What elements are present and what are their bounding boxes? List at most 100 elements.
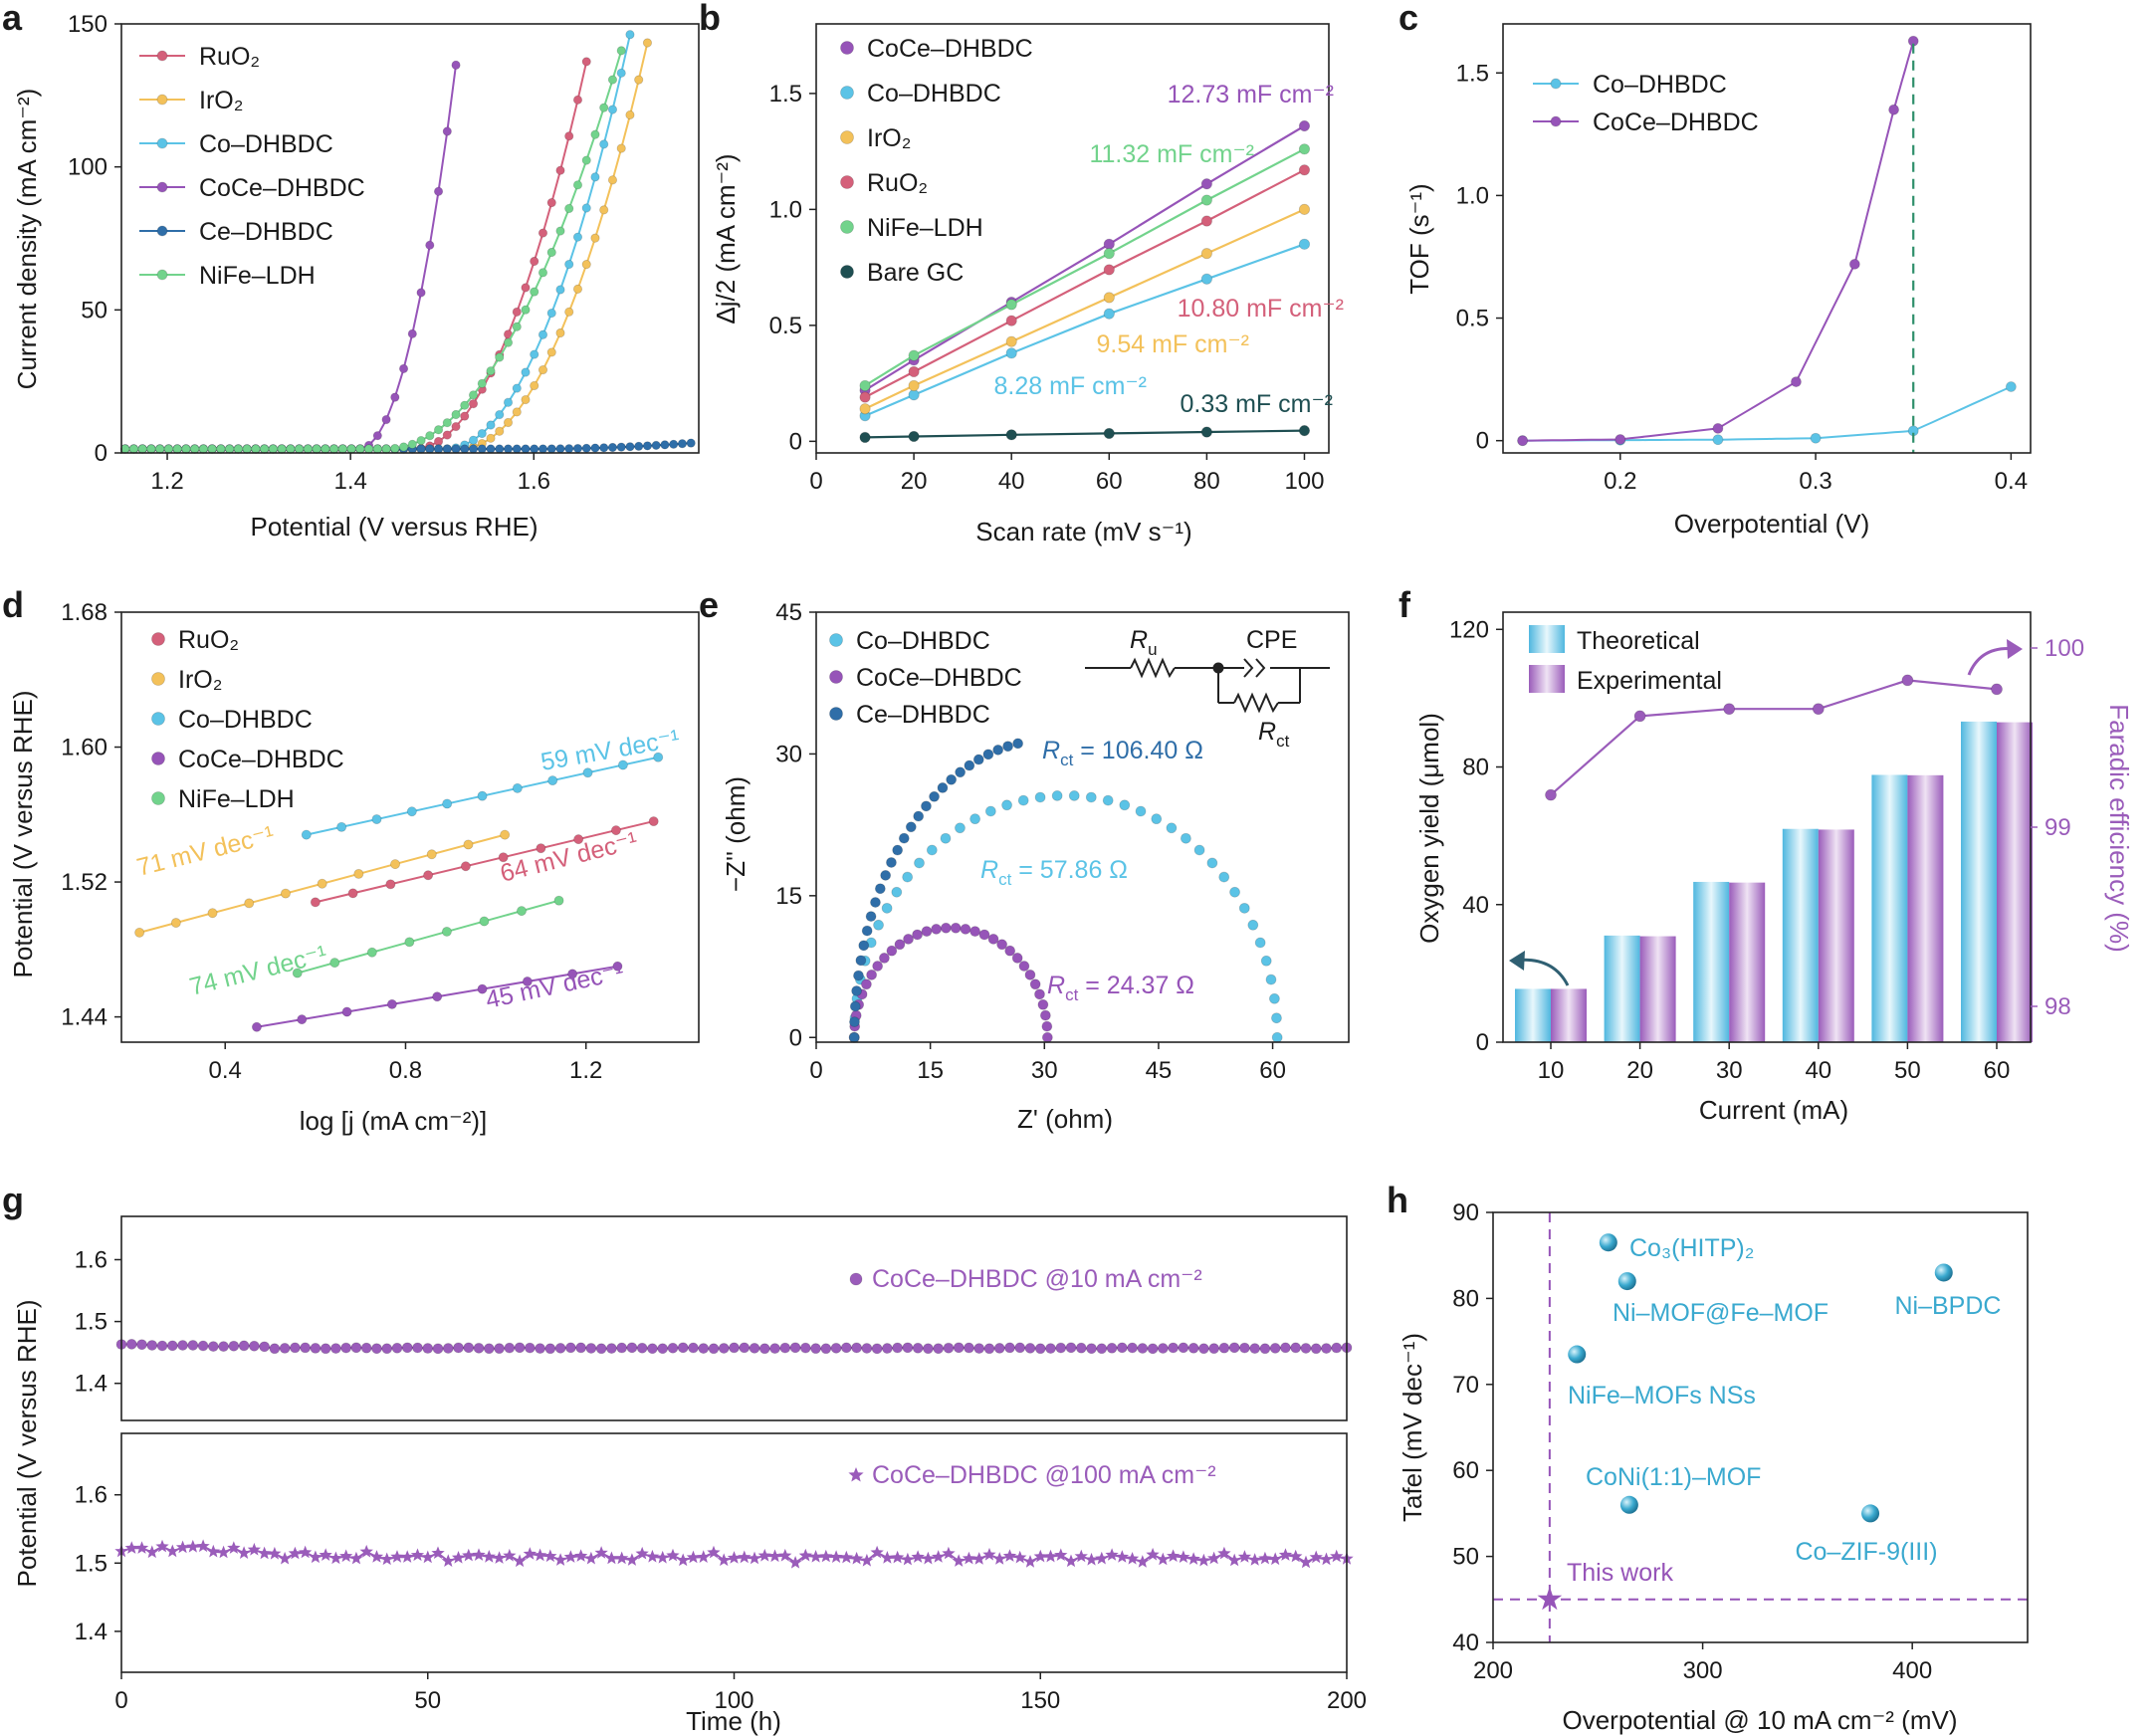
cdl-point [1103,427,1115,440]
stability-star [767,1549,782,1563]
y-tick-label: 0.5 [1456,306,1489,332]
lsv-point [495,409,505,420]
bar-theoretical [1782,828,1819,1042]
stability-point [626,1342,638,1354]
lsv-point [564,131,574,141]
rct-label: Rct = 24.37 Ω [1047,972,1194,1004]
y-axis-label: Current density (mA cm⁻²) [12,89,42,390]
panel-h: h Co₃(HITP)₂ Ni–MOF@Fe–MOF Ni–BPDC NiFe–MOFs… [1387,1180,2029,1735]
stability-star [880,1551,894,1564]
lsv-point [146,444,156,454]
cdl-point [1200,426,1212,438]
lsv-point [372,431,382,441]
legend-marker [840,220,854,234]
legend-marker [840,265,854,279]
legend-marker [156,94,168,106]
stability-point [616,1342,628,1354]
left-axis-arrowhead [1509,951,1525,971]
lsv-point [590,129,600,139]
legend-label: NiFe–LDH [199,262,316,290]
x-tick-label: 1.6 [518,468,550,495]
stability-point [1280,1342,1291,1354]
nyquist-point [978,929,990,941]
nyquist-point [1039,1009,1051,1021]
lsv-point [521,367,531,377]
cdl-point [1298,143,1311,155]
lsv-point [546,198,556,208]
stability-star [1278,1548,1293,1561]
legend-marker [829,633,843,647]
lsv-point [512,307,522,317]
lsv-point [572,180,583,190]
panel-letter: c [1399,0,1418,38]
capacitance-label: 10.80 mF cm⁻² [1178,295,1344,323]
stability-star [563,1550,577,1563]
tafel-point [610,825,621,836]
capacitance-label: 12.73 mF cm⁻² [1168,81,1334,108]
nyquist-point [1271,1012,1282,1024]
stability-star [1054,1548,1068,1561]
nyquist-point [1247,919,1259,931]
stability-point [1178,1342,1189,1354]
legend-marker [156,137,168,149]
stability-star [268,1546,282,1560]
stability-point [1331,1342,1343,1354]
legend-marker [156,50,168,62]
resistor-rct [1233,692,1279,714]
stability-star [175,1540,190,1554]
nyquist-point [853,970,864,981]
lsv-point [546,247,556,258]
cdl-point [1005,299,1017,311]
nyquist-point [870,897,881,908]
y-axis-label: Potential (V versus RHE) [12,1300,42,1588]
stability-star [656,1550,670,1564]
stability-star [533,1548,547,1562]
legend-label: Ce–DHBDC [199,218,333,246]
x-axis-label: Current (mA) [1699,1095,1848,1125]
lsv-point [286,444,296,454]
x-tick-label: 100 [714,1687,753,1714]
stability-point [585,1343,597,1354]
stability-point [269,1343,281,1355]
lsv-point [416,435,426,446]
lsv-point [590,172,600,182]
cdl-point [1103,308,1115,320]
nyquist-point [969,926,981,938]
nyquist-point [1265,974,1277,985]
stability-star [1319,1552,1334,1566]
stability-star [441,1554,455,1567]
x-tick-label: 1.4 [333,468,366,495]
stability-point [1075,1342,1087,1354]
tafel-point [432,991,443,1002]
legend-marker [156,181,168,193]
stability-point [1228,1342,1240,1354]
stability-point [964,1342,974,1354]
lsv-point [677,439,688,449]
lsv-point [381,414,391,425]
cdl-point [1103,238,1115,250]
lsv-point [398,363,409,373]
y-tick-label: 80 [1452,1285,1479,1312]
nyquist-point [972,754,984,765]
stability-star [1013,1550,1027,1564]
tafel-point [582,767,593,778]
nyquist-point [1271,1031,1283,1043]
resistor-ru [1130,657,1176,679]
nyquist-point [1024,969,1036,980]
lsv-point [642,38,653,48]
lsv-point [512,407,522,417]
panel-letter: b [699,0,721,38]
stability-point [1157,1343,1169,1354]
tafel-point [134,927,145,938]
x-axis-label: Overpotential @ 10 mA cm⁻² (mV) [1563,1705,1958,1735]
x-tick-label: 15 [917,1057,944,1084]
stability-point [156,1340,168,1352]
lsv-point [425,240,435,250]
lsv-point [616,143,626,153]
tafel-point [385,879,396,890]
tof-point [1888,104,1899,115]
stability-point [279,1343,291,1354]
stability-point [1137,1343,1149,1354]
stability-star [727,1551,742,1564]
lsv-point [512,322,522,331]
